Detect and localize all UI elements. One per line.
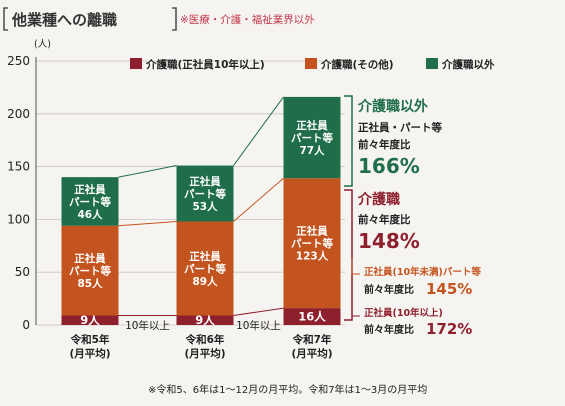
bar-senior [176,315,234,325]
bar-non_care [176,165,234,222]
x-tick-label-sub: (月平均) [184,347,225,360]
legend-label-senior: 介護職(正社員10年以上) [145,58,265,71]
bar-non_care [283,96,341,179]
connector-lines: 10年以上 10年以上 [118,96,284,332]
bar-label-non_care: 正社員 [296,119,328,132]
bar-label-other: 正社員 [296,225,328,238]
x-tick-label-sub: (月平均) [291,347,332,360]
legend-label-other: 介護職(その他) [320,58,394,71]
bar-label-non_care: パート等 [291,132,333,145]
annot-care-title: 介護職 [357,191,400,208]
y-tick-label: 50 [15,265,30,279]
x-tick-label-sub: (月平均) [69,347,110,360]
annot-non-care-compare: 前々年度比 [358,138,411,151]
legend-swatch-non_care [426,58,438,69]
connector-other [118,221,177,227]
legend-swatch-senior [130,58,142,69]
bar-label-other: パート等 [291,237,333,250]
connector-non_care [118,165,177,178]
y-tick-label: 250 [7,54,30,68]
legend-swatch-other [305,58,317,69]
footnote: ※令和5、6年は1〜12月の月平均。令和7年は1〜3月の月平均 [148,383,427,396]
bracket-care [344,189,353,321]
bar-senior [61,315,119,325]
bar-senior [283,308,341,325]
annot-under10-compare: 前々年度比 [364,283,414,296]
title-bracket-left [3,7,8,31]
connector-label: 10年以上 [236,319,281,332]
bar-other [61,225,119,316]
bar-label-other: 正社員 [74,252,106,265]
annot-under10-sub: 正社員(10年未満)パート等 [364,266,481,278]
chart-title: 他業種への離職 [11,11,117,29]
annot-over10-sub: 正社員(10年以上) [364,307,443,319]
bar-label-other: 正社員 [189,250,221,263]
annot-under10-value: 145% [426,280,472,298]
x-axis-labels: 令和5年(月平均)令和6年(月平均)令和7年(月平均) [69,333,332,360]
annot-non-care-title: 介護職以外 [357,98,428,115]
bracket-under10 [351,258,360,275]
connector-non_care [233,96,284,166]
y-tick-label: 0 [22,318,30,332]
bar-label-non_care: パート等 [69,195,111,208]
bar-other [283,178,341,309]
bar-label-other: 85人 [77,277,103,290]
bar-non_care [61,177,119,226]
annot-non-care-sub: 正社員・パート等 [358,121,442,134]
bar-label-other: パート等 [69,265,111,278]
bar-label-senior: 16人 [298,310,326,324]
bar-label-non_care: 53人 [192,200,218,213]
annot-non-care-value: 166% [358,154,420,178]
annot-over10-compare: 前々年度比 [364,323,414,336]
legend: 介護職(正社員10年以上) 介護職(その他) 介護職以外 [130,58,495,71]
bar-label-non_care: 正社員 [74,183,106,196]
connector-label: 10年以上 [125,319,170,332]
bar-label-non_care: 77人 [299,144,325,157]
bracket-non-care [344,95,353,187]
bar-series: 9人正社員パート等85人正社員パート等46人9人正社員パート等89人正社員パート… [61,96,341,327]
bar-label-other: 89人 [192,275,218,288]
y-tick-label: 200 [7,107,30,121]
title-bracket-right [172,7,177,31]
bar-label-non_care: パート等 [184,188,226,201]
bar-other [176,221,234,316]
annot-care-compare: 前々年度比 [358,213,411,226]
chart-header: 他業種への離職 ※医療・介護・福祉業界以外 [3,7,315,31]
bar-label-senior: 9人 [80,313,100,327]
connector-other [233,177,284,222]
annotations: 介護職以外正社員・パート等前々年度比166%介護職前々年度比148%正社員(10… [344,95,481,338]
bar-label-non_care: 正社員 [189,175,221,188]
y-axis-unit: (人) [34,39,51,50]
x-tick-label: 令和7年 [292,333,332,346]
bar-label-senior: 9人 [195,313,215,327]
y-tick-label: 150 [7,160,30,174]
bar-label-other: 123人 [296,250,329,263]
bar-label-other: パート等 [184,263,226,276]
connector-senior [233,307,284,316]
legend-label-non_care: 介護職以外 [441,58,495,71]
y-tick-label: 100 [7,212,30,226]
annot-over10-value: 172% [426,320,472,338]
annot-care-value: 148% [358,229,420,253]
x-tick-label: 令和5年 [70,333,110,346]
chart-note: ※医療・介護・福祉業界以外 [180,13,315,26]
x-tick-label: 令和6年 [185,333,225,346]
bar-label-non_care: 46人 [77,208,103,221]
bracket-over10 [351,300,360,317]
